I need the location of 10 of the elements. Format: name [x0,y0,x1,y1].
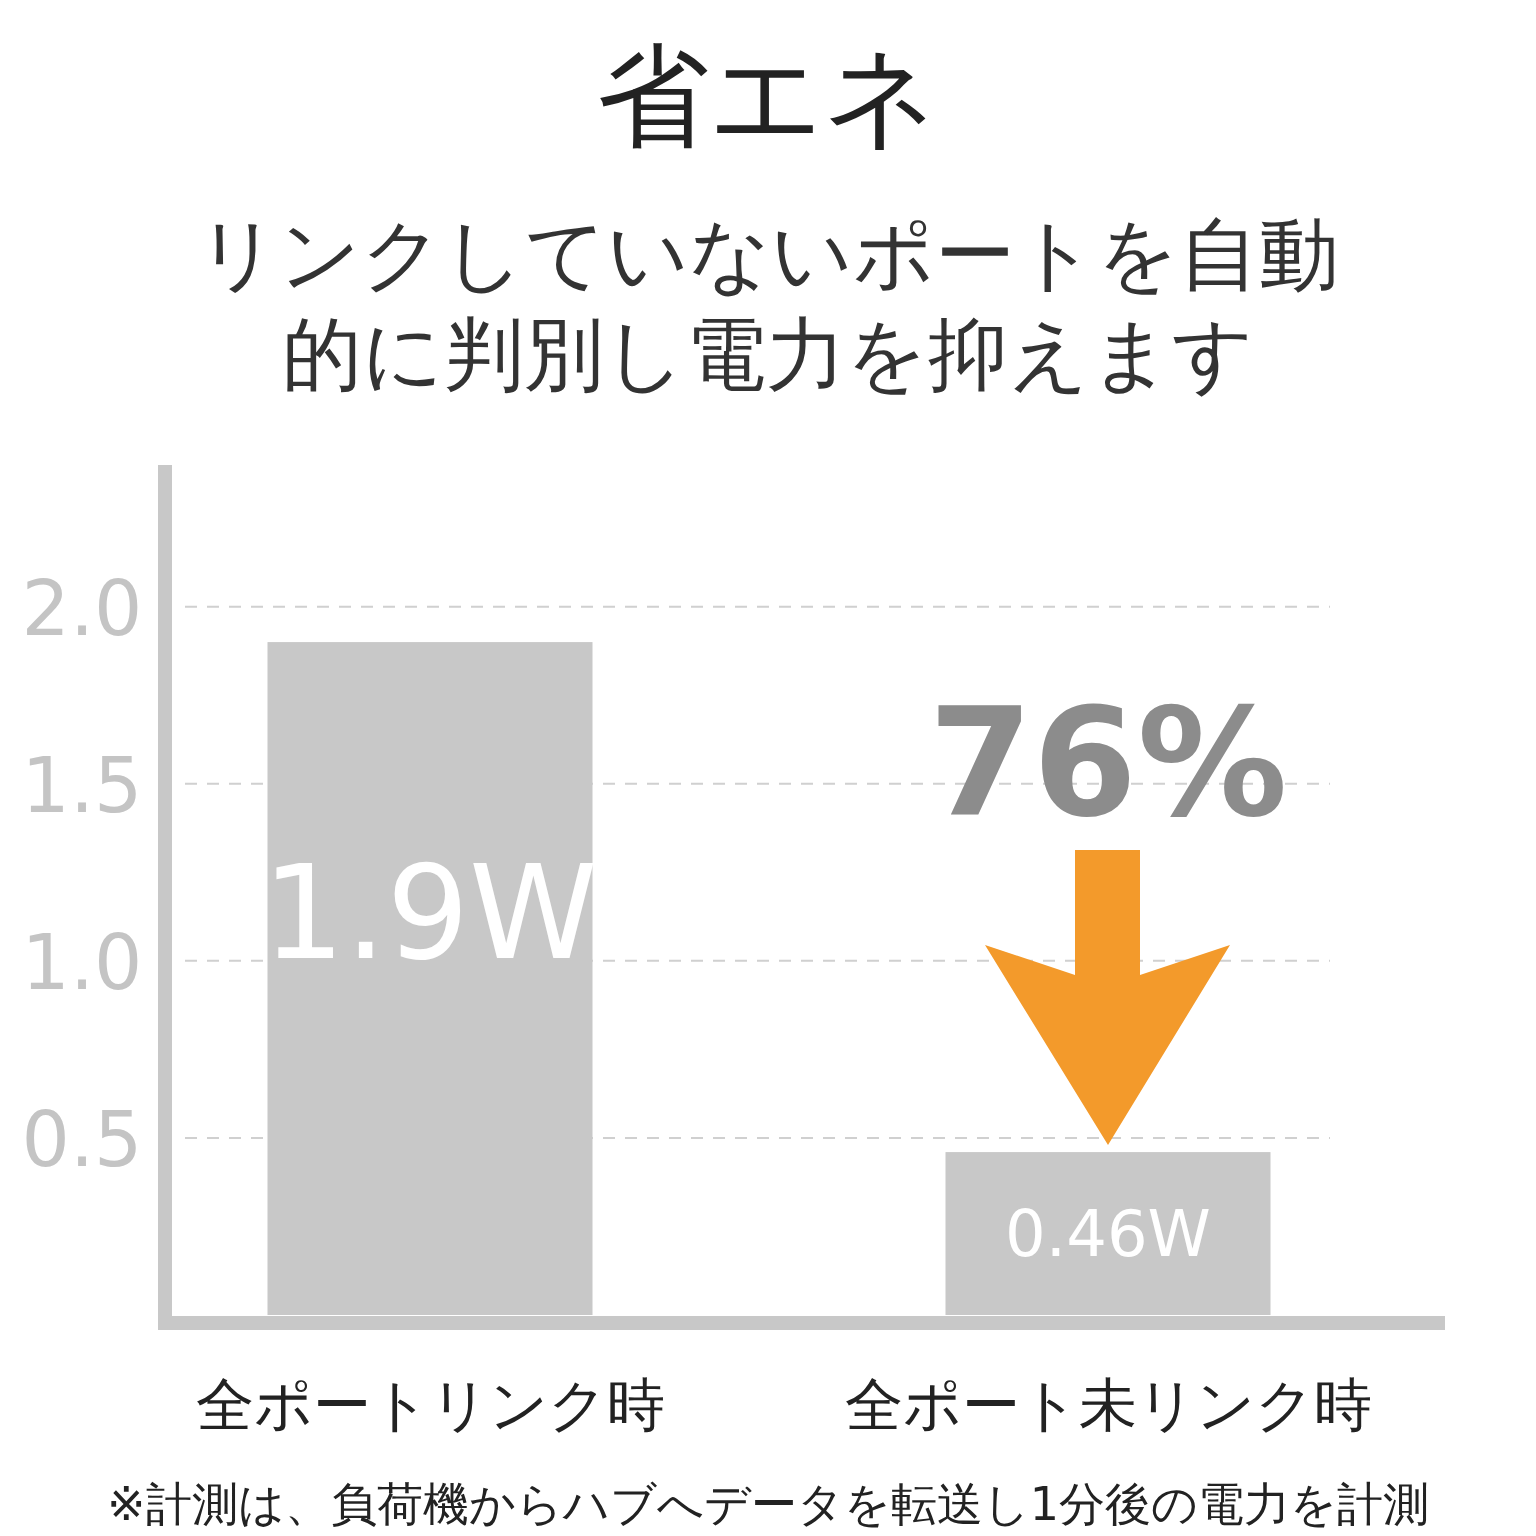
y-tick-label: 2.0 [21,563,143,653]
y-tick-label: 0.5 [21,1094,143,1184]
y-tick-label: 1.5 [21,740,143,830]
x-tick-label: 全ポート未リンク時 [844,1371,1372,1439]
chart-subtitle: リンクしていないポートを自動的に判別し電力を抑えます [196,207,1340,403]
x-tick-label: 全ポートリンク時 [195,1371,665,1439]
annotation: 76% [928,676,1288,850]
text: ※計測は、負荷機からハブへデータを転送し1分後の電力を計測 [107,1477,1429,1531]
chart-title: 省エネ [597,31,939,161]
y-tick-label: 1.0 [21,917,143,1007]
